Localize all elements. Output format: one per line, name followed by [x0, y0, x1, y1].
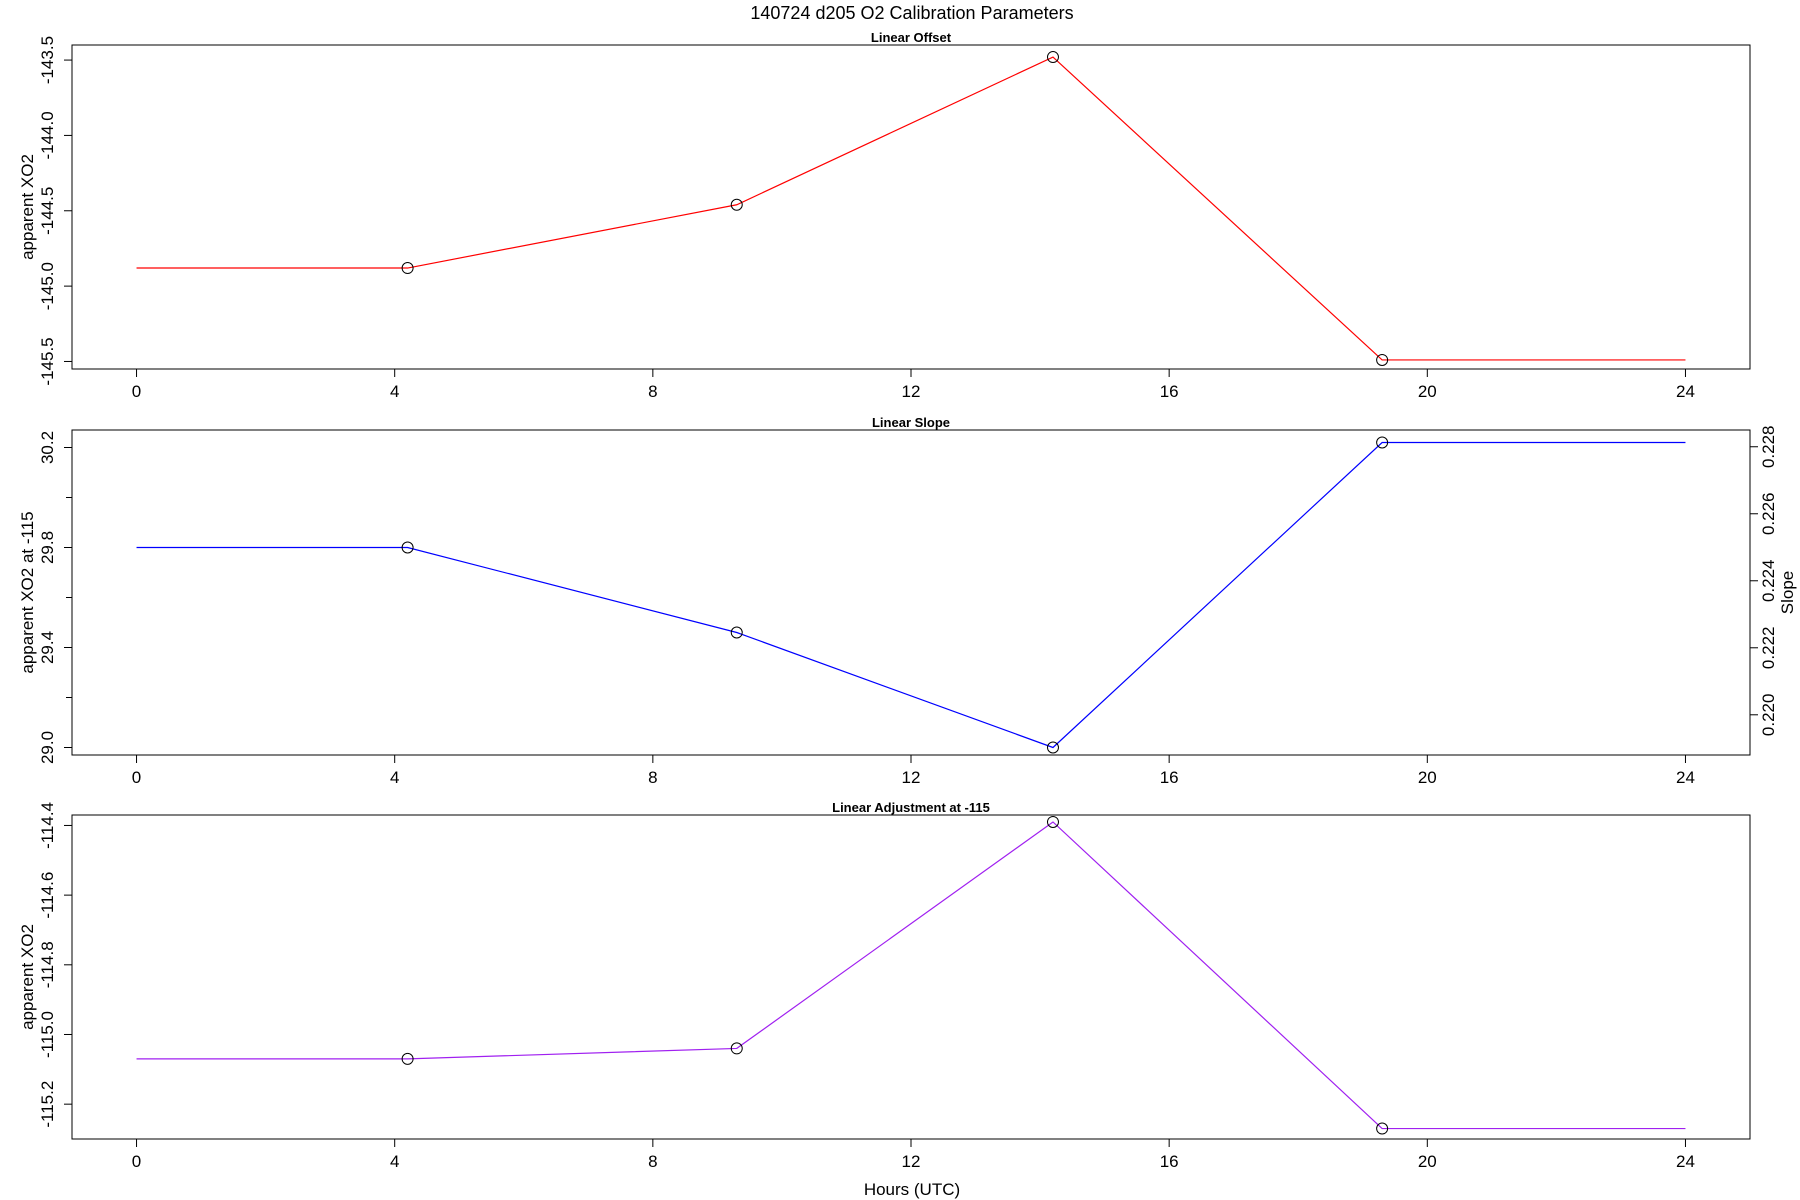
x-tick-label: 0 — [132, 768, 141, 787]
y-tick-label: -115.2 — [38, 1081, 57, 1128]
x-tick-label: 8 — [648, 382, 657, 401]
series-line — [136, 441, 1686, 749]
data-point — [401, 262, 414, 275]
x-tick-label: 24 — [1676, 1152, 1695, 1171]
y-tick-label: 29.4 — [38, 631, 57, 664]
y-tick-label: -145.0 — [38, 262, 57, 310]
y-axis-label: apparent XO2 — [18, 154, 37, 260]
y2-tick-label: 0.224 — [1759, 559, 1778, 602]
x-tick-label: 20 — [1418, 382, 1437, 401]
x-tick-label: 16 — [1160, 768, 1179, 787]
series-line — [136, 56, 1686, 361]
panel-offset: Linear Offset 0 4 8 12 16 20 24 -145.5 -145.0 -144… — [18, 30, 1751, 401]
plot-frame — [71, 44, 1751, 370]
data-point — [1046, 741, 1059, 754]
y-tick-label: -144.0 — [38, 111, 57, 159]
y-tick-label: 29.8 — [38, 531, 57, 564]
panel-title: Linear Slope — [872, 415, 950, 430]
y-tick-label: -114.8 — [38, 941, 57, 988]
y2-axis-label: Slope — [1778, 571, 1797, 614]
x-tick-label: 20 — [1418, 1152, 1437, 1171]
x-tick-label: 0 — [132, 1152, 141, 1171]
data-point — [730, 626, 743, 639]
figure-x-axis-label: Hours (UTC) — [864, 1180, 960, 1199]
panel-title: Linear Adjustment at -115 — [832, 800, 990, 815]
data-point — [1376, 436, 1389, 449]
x-tick-label: 8 — [648, 1152, 657, 1171]
data-point — [401, 1052, 414, 1065]
x-tick-label: 4 — [390, 1152, 399, 1171]
x-tick-label: 16 — [1160, 382, 1179, 401]
x-tick-label: 4 — [390, 768, 399, 787]
panel-slope: Linear Slope 0 4 8 12 16 20 24 29.0 29.4 29.8 30.2 a… — [18, 415, 1797, 787]
x-tick-label: 8 — [648, 768, 657, 787]
x-tick-label: 12 — [902, 1152, 921, 1171]
y2-tick-label: 0.228 — [1759, 425, 1778, 468]
chart-panels: Linear Offset 0 4 8 12 16 20 24 -145.5 -145.0 -144… — [18, 30, 1797, 1171]
y-axis-label: apparent XO2 at -115 — [18, 511, 37, 673]
plot-frame — [71, 814, 1751, 1140]
x-tick-label: 24 — [1676, 382, 1695, 401]
y-axis-label: apparent XO2 — [18, 924, 37, 1030]
y2-tick-label: 0.220 — [1759, 694, 1778, 737]
y2-tick-label: 0.226 — [1759, 492, 1778, 535]
data-point — [401, 541, 414, 554]
x-tick-label: 0 — [132, 382, 141, 401]
x-tick-label: 16 — [1160, 1152, 1179, 1171]
x-tick-label: 24 — [1676, 768, 1695, 787]
series-line — [136, 821, 1686, 1130]
x-tick-label: 4 — [390, 382, 399, 401]
data-point — [1046, 51, 1059, 64]
y-tick-label: -143.5 — [38, 36, 57, 84]
data-point — [730, 1042, 743, 1055]
plot-frame — [71, 429, 1751, 756]
figure-title: 140724 d205 O2 Calibration Parameters — [750, 3, 1073, 23]
y-tick-label: -114.4 — [38, 802, 57, 849]
y-tick-label: -115.0 — [38, 1011, 57, 1058]
y-tick-label: -144.5 — [38, 187, 57, 235]
y-tick-label: 30.2 — [38, 431, 57, 464]
y2-tick-label: 0.222 — [1759, 627, 1778, 670]
data-point — [1376, 353, 1389, 366]
x-tick-label: 12 — [902, 382, 921, 401]
data-point — [730, 198, 743, 211]
panel-adjustment: Linear Adjustment at -115 0 4 8 12 16 20 24 -115… — [18, 800, 1751, 1171]
data-point — [1376, 1122, 1389, 1135]
y-tick-label: 29.0 — [38, 731, 57, 764]
data-point — [1046, 815, 1059, 828]
x-tick-label: 12 — [902, 768, 921, 787]
y-tick-label: -145.5 — [38, 337, 57, 385]
x-tick-label: 20 — [1418, 768, 1437, 787]
y-tick-label: -114.6 — [38, 872, 57, 919]
panel-title: Linear Offset — [871, 30, 952, 45]
